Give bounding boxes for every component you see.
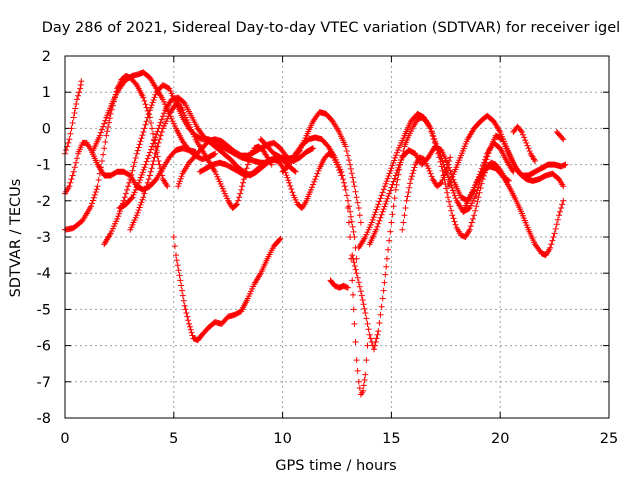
series-20 [460, 163, 567, 259]
point-markers [127, 100, 275, 233]
y-tick-label: 2 [42, 49, 51, 65]
plot-frame [64, 55, 610, 419]
point-markers [510, 123, 538, 164]
y-tick-label: -3 [37, 230, 51, 246]
y-tick-label: -7 [37, 375, 51, 391]
series-13 [327, 277, 351, 291]
x-tick-label: 5 [169, 431, 178, 447]
y-tick-label: 0 [42, 121, 51, 137]
series-8 [170, 234, 284, 344]
series-12 [279, 134, 360, 262]
point-markers [279, 134, 360, 262]
point-markers [327, 277, 351, 291]
y-tick-label: -8 [37, 411, 51, 427]
y-tick-label: -4 [37, 266, 51, 282]
x-tick-label: 20 [491, 431, 509, 447]
point-markers [90, 69, 219, 163]
series-7 [127, 100, 275, 233]
series-9 [175, 136, 317, 190]
point-markers [170, 234, 284, 344]
y-axis-ticks: -8 -7 -6 -5 -4 -3 -2 -1 0 1 2 [37, 49, 609, 427]
point-markers [445, 112, 567, 190]
x-tick-label: 0 [60, 431, 69, 447]
series-19 [445, 112, 567, 190]
x-tick-label: 25 [600, 431, 618, 447]
series-4 [90, 69, 219, 163]
series-21 [510, 123, 538, 164]
y-tick-label: -5 [37, 302, 51, 318]
x-tick-label: 10 [273, 431, 291, 447]
point-markers [399, 154, 454, 233]
data-points [62, 69, 569, 398]
y-tick-label: -1 [37, 158, 51, 174]
point-markers [553, 129, 567, 143]
series-22 [553, 129, 567, 143]
series-10 [196, 150, 345, 211]
y-tick-label: -2 [37, 194, 51, 210]
y-tick-label: -6 [37, 339, 51, 355]
point-markers [344, 205, 371, 398]
y-tick-label: 1 [42, 85, 51, 101]
point-markers [196, 150, 345, 211]
chart-title: Day 286 of 2021, Sidereal Day-to-day VTE… [42, 20, 620, 36]
point-markers [460, 163, 567, 259]
series-14 [344, 205, 371, 398]
point-markers [175, 136, 317, 190]
series-18 [399, 154, 454, 233]
x-axis-label: GPS time / hours [275, 458, 396, 474]
x-axis-ticks: 0 5 10 15 20 25 [60, 56, 618, 447]
x-tick-label: 15 [382, 431, 400, 447]
y-axis-label: SDTVAR / TECUs [8, 179, 24, 298]
